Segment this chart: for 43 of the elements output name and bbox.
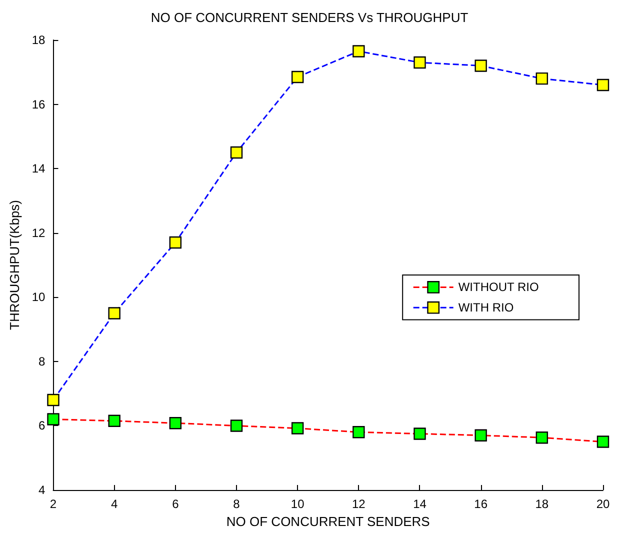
y-tick-label: 12 — [32, 226, 46, 240]
point — [47, 413, 60, 426]
point — [352, 426, 365, 438]
point — [596, 436, 610, 448]
chart-title: NO OF CONCURRENT SENDERS Vs THROUGHPUT — [150, 10, 468, 25]
x-tick-label: 12 — [352, 497, 366, 511]
y-tick-label: 6 — [38, 418, 46, 433]
point — [596, 78, 610, 92]
y-axis-title: THROUGHPUT(Kbps) — [7, 200, 22, 330]
x-tick-label: 10 — [290, 497, 305, 511]
y-tick-label: 8 — [38, 354, 46, 368]
point — [108, 307, 120, 320]
x-tick-label: 4 — [110, 497, 118, 511]
x-tick-label: 14 — [413, 497, 427, 511]
point — [108, 414, 120, 427]
y-tick-label: 16 — [32, 97, 46, 112]
y-tick-label: 14 — [32, 162, 46, 176]
point — [47, 394, 60, 406]
x-tick-label: 2 — [50, 497, 57, 511]
point — [352, 45, 365, 58]
point — [291, 70, 304, 84]
point — [474, 429, 487, 442]
legend-label: WITHOUT RIO — [458, 280, 539, 294]
x-tick-label: 6 — [172, 497, 180, 511]
x-axis-title: NO OF CONCURRENT SENDERS — [226, 514, 430, 529]
x-tick-label: 8 — [233, 497, 240, 511]
point — [230, 146, 243, 159]
point — [536, 432, 548, 444]
point — [536, 72, 548, 85]
point — [291, 422, 304, 434]
x-tick-label: 18 — [535, 497, 549, 511]
point — [169, 236, 182, 249]
point — [414, 56, 426, 69]
y-tick-label: 18 — [32, 33, 46, 47]
point — [169, 417, 182, 430]
x-tick-label: 16 — [474, 497, 488, 511]
x-tick-label: 20 — [596, 497, 610, 511]
point — [414, 428, 426, 440]
y-tick-label: 10 — [32, 290, 46, 304]
point — [230, 420, 243, 432]
point — [474, 60, 487, 72]
legend-label: WITH RIO — [458, 300, 514, 315]
y-tick-label: 4 — [38, 483, 46, 497]
